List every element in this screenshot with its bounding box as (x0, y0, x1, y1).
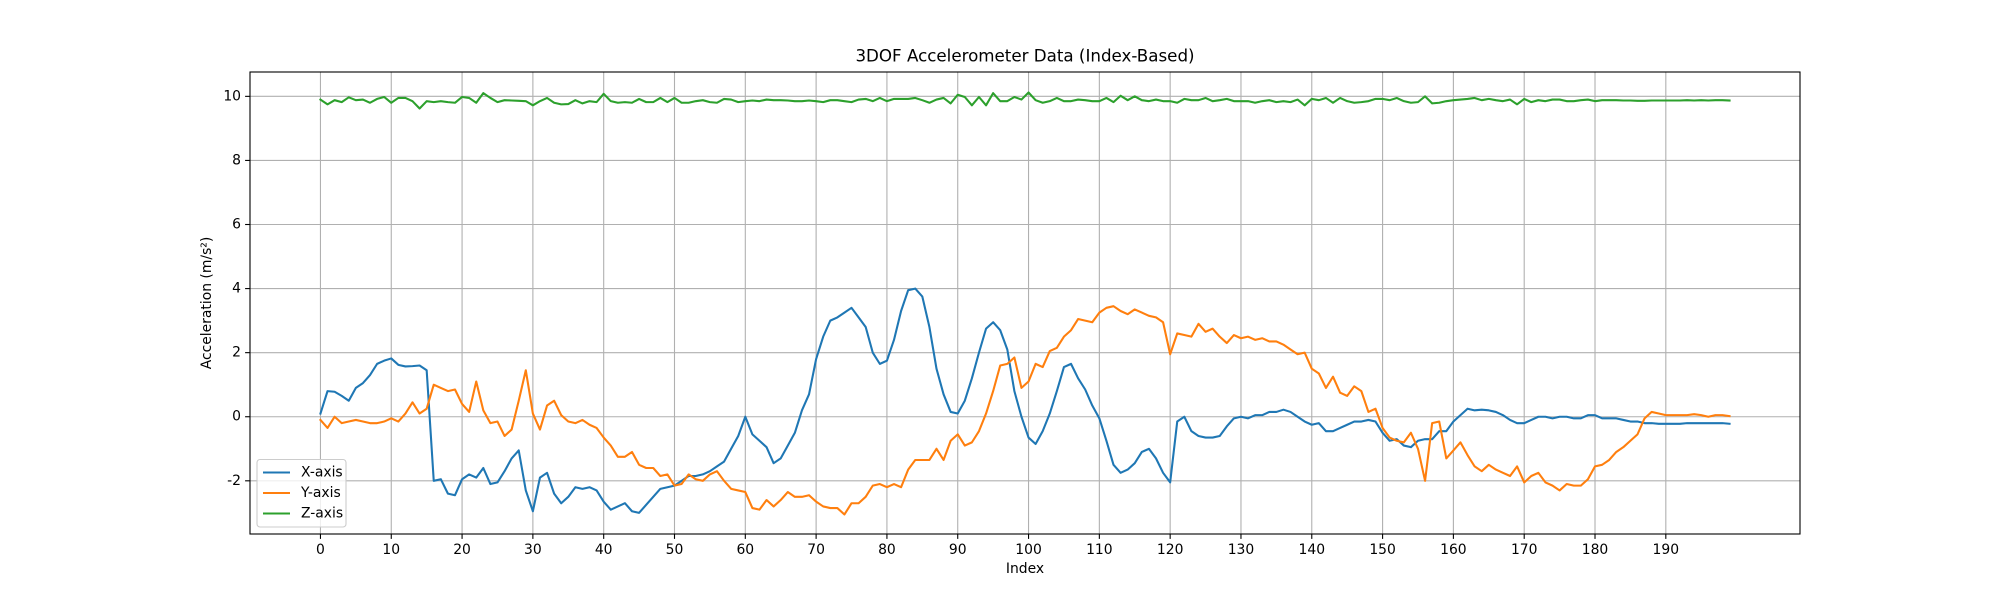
x-tick-label: 150 (1369, 542, 1396, 558)
legend-box (256, 458, 347, 528)
y-tick-label: 8 (232, 152, 241, 168)
legend-label: Z-axis (301, 506, 343, 522)
x-tick-label: 170 (1511, 542, 1538, 558)
x-tick-label: 80 (878, 542, 896, 558)
y-tick-label: 6 (232, 217, 241, 233)
x-tick-label: 30 (524, 542, 542, 558)
x-tick-label: 140 (1299, 542, 1326, 558)
x-tick-label: 180 (1582, 542, 1609, 558)
y-tick-label: 0 (232, 409, 241, 425)
data-line (319, 287, 1731, 514)
plot-frame (249, 71, 1801, 535)
x-tick-label: 40 (595, 542, 613, 558)
x-tick-label: 120 (1157, 542, 1184, 558)
legend-label: X-axis (301, 465, 343, 481)
legend-label: Y-axis (300, 485, 341, 501)
y-axis-label: Acceleration (m/s²) (199, 237, 215, 370)
y-tick-label: 2 (232, 345, 241, 361)
x-tick-label: 10 (382, 542, 400, 558)
x-axis-label: Index (1006, 561, 1044, 577)
y-tick-label: 10 (223, 88, 241, 104)
x-tick-label: 160 (1440, 542, 1467, 558)
x-tick-label: 0 (316, 542, 325, 558)
x-tick-label: 70 (807, 542, 825, 558)
x-tick-label: 190 (1653, 542, 1680, 558)
x-tick-label: 130 (1228, 542, 1255, 558)
x-tick-label: 20 (453, 542, 471, 558)
data-line (319, 91, 1731, 110)
data-line (318, 305, 1731, 516)
x-tick-label: 90 (949, 542, 967, 558)
x-tick-label: 100 (1015, 542, 1042, 558)
x-tick-label: 60 (736, 542, 754, 558)
legend: X-axis Y-axis Z-axis (256, 458, 347, 528)
chart-title: 3DOF Accelerometer Data (Index-Based) (855, 46, 1194, 66)
x-tick-label: 50 (666, 542, 684, 558)
y-tick-label: -2 (227, 473, 241, 489)
y-tick-label: 4 (232, 281, 241, 297)
x-tick-label: 110 (1086, 542, 1113, 558)
